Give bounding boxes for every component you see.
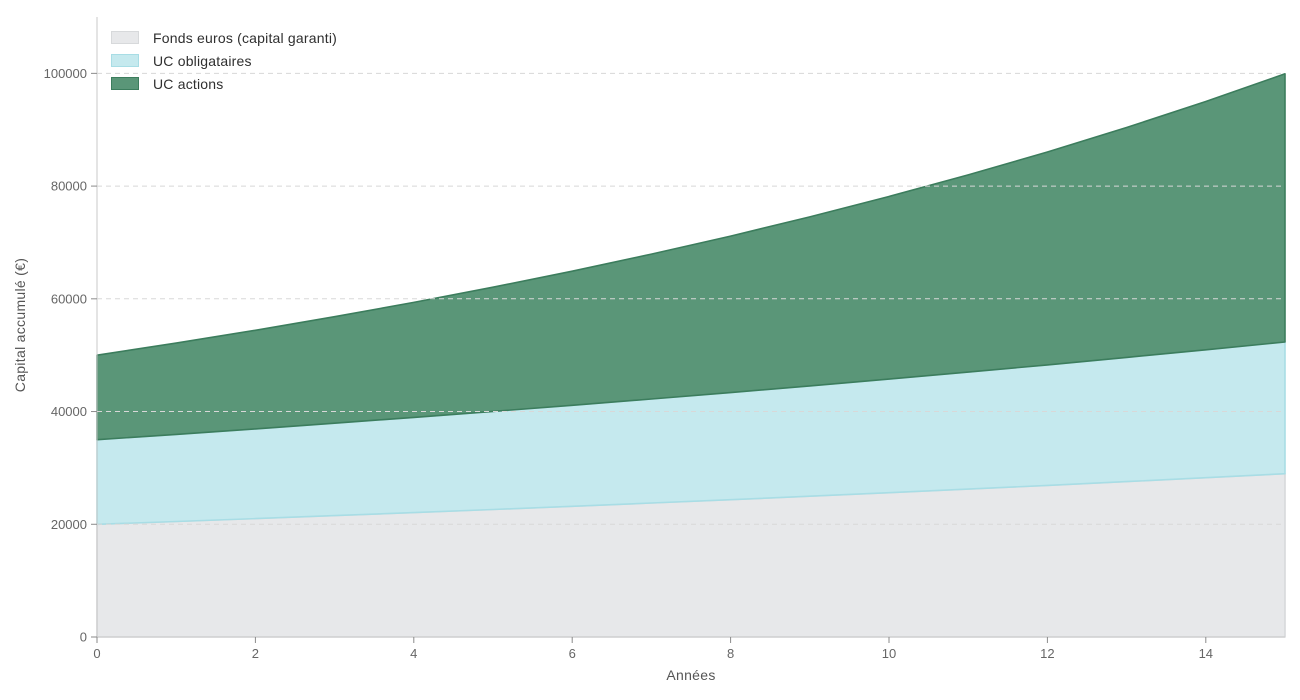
tick-labels: 0 20000 40000 60000 80000 100000 0 2 4 6 8 10 12 14 bbox=[44, 66, 1213, 661]
x-tick-label: 6 bbox=[569, 646, 576, 661]
tick-marks bbox=[91, 72, 1207, 643]
x-tick-label: 2 bbox=[252, 646, 259, 661]
gridlines bbox=[97, 72, 1285, 525]
x-tick-label: 12 bbox=[1040, 646, 1054, 661]
y-axis-title: Capital accumulé (€) bbox=[12, 257, 28, 393]
x-axis-title: Années bbox=[666, 667, 716, 683]
legend-item-uc-obligataires: UC obligataires bbox=[111, 49, 337, 72]
legend-label: UC obligataires bbox=[153, 52, 252, 69]
y-tick-label: 20000 bbox=[51, 517, 87, 532]
y-tick-label: 40000 bbox=[51, 404, 87, 419]
legend-item-fonds-euros: Fonds euros (capital garanti) bbox=[111, 26, 337, 49]
y-tick-label: 100000 bbox=[44, 66, 87, 81]
y-tick-label: 60000 bbox=[51, 291, 87, 306]
y-tick-label: 80000 bbox=[51, 179, 87, 194]
x-tick-label: 14 bbox=[1199, 646, 1213, 661]
legend-swatch-fonds-euros bbox=[111, 31, 139, 44]
x-tick-label: 4 bbox=[410, 646, 417, 661]
legend-label: UC actions bbox=[153, 75, 224, 92]
legend-swatch-uc-obligataires bbox=[111, 54, 139, 67]
area-series-2 bbox=[96, 73, 1286, 441]
legend-label: Fonds euros (capital garanti) bbox=[153, 29, 337, 46]
area-layers bbox=[96, 73, 1286, 638]
legend: Fonds euros (capital garanti) UC obligat… bbox=[111, 26, 337, 95]
legend-item-uc-actions: UC actions bbox=[111, 72, 337, 95]
legend-swatch-uc-actions bbox=[111, 77, 139, 90]
axis-spines bbox=[96, 17, 1285, 638]
x-tick-label: 0 bbox=[93, 646, 100, 661]
x-tick-label: 8 bbox=[727, 646, 734, 661]
x-tick-label: 10 bbox=[882, 646, 896, 661]
y-tick-label: 0 bbox=[80, 630, 87, 645]
